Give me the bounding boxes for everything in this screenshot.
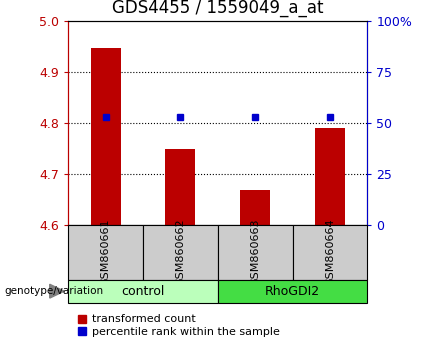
Bar	[218, 225, 293, 280]
Bar	[143, 225, 218, 280]
Bar	[315, 128, 345, 225]
Bar	[91, 48, 121, 225]
Polygon shape	[50, 284, 64, 298]
Title: GDS4455 / 1559049_a_at: GDS4455 / 1559049_a_at	[112, 0, 323, 17]
Text: GSM860662: GSM860662	[176, 218, 185, 286]
Bar	[240, 190, 270, 225]
Text: GSM860663: GSM860663	[250, 218, 260, 286]
Bar	[68, 280, 218, 303]
Text: RhoGDI2: RhoGDI2	[265, 285, 320, 298]
Text: genotype/variation: genotype/variation	[4, 286, 103, 296]
Bar	[293, 225, 367, 280]
Text: GSM860664: GSM860664	[325, 218, 335, 286]
Bar	[68, 225, 143, 280]
Legend: transformed count, percentile rank within the sample: transformed count, percentile rank withi…	[74, 310, 284, 341]
Bar	[165, 149, 195, 225]
Text: GSM860661: GSM860661	[101, 218, 110, 286]
Text: control: control	[121, 285, 165, 298]
Bar	[218, 280, 367, 303]
